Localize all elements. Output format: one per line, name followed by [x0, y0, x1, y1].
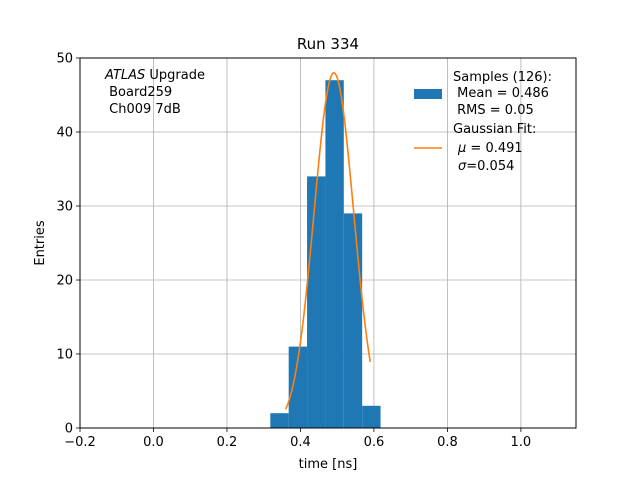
plot-frame	[79, 57, 577, 429]
legend-sigma-value: =0.054	[466, 159, 514, 174]
x-tick-label-0: −0.2	[64, 435, 96, 450]
legend-fit-line-3: σ=0.054	[458, 159, 514, 174]
legend-sigma-symbol: σ	[458, 159, 467, 174]
gaussian-fit	[285, 72, 372, 410]
y-tick-label-4: 40	[56, 126, 73, 141]
annotation-atlas: ATLAS	[104, 68, 145, 83]
y-axis-ticks: 0 10 20 30 40 50	[56, 52, 80, 437]
chart-title: Run 334	[297, 35, 359, 53]
legend-mu-value: = 0.491	[466, 141, 522, 156]
fit-curve	[285, 72, 372, 410]
x-tick-label-1: 0.0	[143, 435, 164, 450]
histogram-bar-4	[343, 213, 363, 428]
y-axis-label: Entries	[33, 220, 48, 266]
y-tick-label-5: 50	[56, 52, 73, 67]
x-tick-label-2: 0.2	[217, 435, 238, 450]
atlas-annotation: ATLAS Upgrade Board259 Ch009 7dB	[104, 68, 205, 117]
legend-samples-line-2: Mean = 0.486	[453, 86, 549, 101]
x-axis-ticks: −0.2 0.0 0.2 0.4 0.6 0.8 1.0	[64, 428, 531, 450]
legend-samples-swatch	[414, 89, 442, 99]
legend: Samples (126): Mean = 0.486 RMS = 0.05 G…	[414, 70, 552, 174]
y-tick-label-0: 0	[65, 422, 73, 437]
x-tick-label-4: 0.6	[364, 435, 385, 450]
legend-samples-line-1: Samples (126):	[453, 70, 552, 85]
legend-samples-line-3: RMS = 0.05	[453, 103, 534, 118]
histogram-bar-5	[362, 405, 381, 428]
histogram-bar-3	[325, 80, 344, 428]
annotation-line-1: ATLAS Upgrade	[104, 68, 205, 83]
x-tick-label-3: 0.4	[290, 435, 311, 450]
histogram-bar-1	[288, 346, 308, 428]
legend-mu-symbol: μ	[457, 141, 466, 156]
annotation-line-2: Board259	[105, 85, 172, 100]
histogram-bar-2	[307, 176, 326, 428]
y-tick-label-3: 30	[56, 200, 73, 215]
y-tick-label-1: 10	[56, 348, 73, 363]
y-tick-label-2: 20	[56, 274, 73, 289]
x-axis-label: time [ns]	[299, 457, 358, 472]
x-tick-label-5: 0.8	[437, 435, 458, 450]
legend-fit-line-1: Gaussian Fit:	[453, 122, 536, 137]
histogram-bar-0	[270, 413, 289, 428]
annotation-upgrade: Upgrade	[145, 68, 205, 83]
legend-fit-line-2: μ = 0.491	[457, 141, 523, 156]
annotation-line-3: Ch009 7dB	[105, 102, 181, 117]
x-tick-label-6: 1.0	[511, 435, 532, 450]
